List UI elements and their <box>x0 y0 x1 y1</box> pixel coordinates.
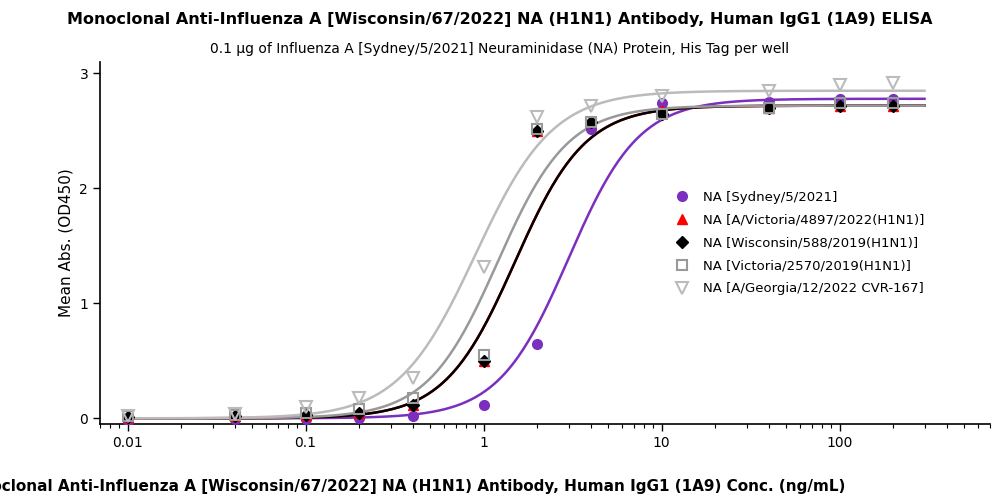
NA [Victoria/2570/2019(H1N1)] <box>834 100 846 106</box>
NA [Victoria/2570/2019(H1N1)] <box>585 119 597 125</box>
NA [A/Georgia/12/2022 CVR-167] <box>763 88 775 94</box>
NA [A/Victoria/4897/2022(H1N1)] <box>887 103 899 109</box>
NA [Sydney/5/2021] <box>478 402 490 408</box>
NA [Wisconsin/588/2019(H1N1)] <box>531 128 543 134</box>
NA [Sydney/5/2021] <box>585 125 597 131</box>
NA [Wisconsin/588/2019(H1N1)] <box>656 111 668 117</box>
NA [Victoria/2570/2019(H1N1)] <box>763 105 775 111</box>
Line: NA [Victoria/2570/2019(H1N1)]: NA [Victoria/2570/2019(H1N1)] <box>123 99 898 421</box>
NA [A/Victoria/4897/2022(H1N1)] <box>300 412 312 418</box>
NA [Wisconsin/588/2019(H1N1)] <box>585 119 597 125</box>
NA [A/Victoria/4897/2022(H1N1)] <box>531 128 543 134</box>
NA [Wisconsin/588/2019(H1N1)] <box>300 412 312 418</box>
NA [Victoria/2570/2019(H1N1)] <box>656 111 668 117</box>
NA [A/Victoria/4897/2022(H1N1)] <box>834 103 846 109</box>
Text: 0.1 μg of Influenza A [Sydney/5/2021] Neuraminidase (NA) Protein, His Tag per we: 0.1 μg of Influenza A [Sydney/5/2021] Ne… <box>210 42 790 56</box>
Line: NA [Sydney/5/2021]: NA [Sydney/5/2021] <box>123 94 898 426</box>
NA [Wisconsin/588/2019(H1N1)] <box>478 358 490 364</box>
Line: NA [Wisconsin/588/2019(H1N1)]: NA [Wisconsin/588/2019(H1N1)] <box>123 102 897 421</box>
NA [A/Victoria/4897/2022(H1N1)] <box>407 402 419 408</box>
NA [A/Georgia/12/2022 CVR-167] <box>300 404 312 410</box>
NA [Wisconsin/588/2019(H1N1)] <box>834 103 846 109</box>
NA [A/Victoria/4897/2022(H1N1)] <box>122 414 134 420</box>
NA [Wisconsin/588/2019(H1N1)] <box>887 103 899 109</box>
NA [Wisconsin/588/2019(H1N1)] <box>353 410 365 416</box>
NA [Victoria/2570/2019(H1N1)] <box>887 100 899 106</box>
NA [Sydney/5/2021] <box>353 415 365 421</box>
Line: NA [A/Georgia/12/2022 CVR-167]: NA [A/Georgia/12/2022 CVR-167] <box>122 77 899 422</box>
NA [A/Georgia/12/2022 CVR-167] <box>887 80 899 86</box>
NA [Sydney/5/2021] <box>407 413 419 419</box>
NA [Sydney/5/2021] <box>531 341 543 347</box>
NA [Sydney/5/2021] <box>763 99 775 105</box>
NA [Wisconsin/588/2019(H1N1)] <box>763 105 775 111</box>
NA [Victoria/2570/2019(H1N1)] <box>229 412 241 418</box>
NA [A/Victoria/4897/2022(H1N1)] <box>656 107 668 113</box>
NA [A/Georgia/12/2022 CVR-167] <box>353 395 365 401</box>
NA [Sydney/5/2021] <box>300 417 312 423</box>
NA [A/Victoria/4897/2022(H1N1)] <box>229 413 241 419</box>
NA [A/Georgia/12/2022 CVR-167] <box>122 413 134 419</box>
NA [Sydney/5/2021] <box>834 96 846 102</box>
NA [Sydney/5/2021] <box>656 100 668 106</box>
NA [A/Georgia/12/2022 CVR-167] <box>229 411 241 417</box>
NA [Victoria/2570/2019(H1N1)] <box>478 352 490 358</box>
NA [Victoria/2570/2019(H1N1)] <box>531 125 543 131</box>
NA [Sydney/5/2021] <box>887 96 899 102</box>
NA [Victoria/2570/2019(H1N1)] <box>300 410 312 416</box>
NA [A/Georgia/12/2022 CVR-167] <box>407 375 419 381</box>
NA [Sydney/5/2021] <box>122 418 134 424</box>
NA [Victoria/2570/2019(H1N1)] <box>407 395 419 401</box>
Legend: NA [Sydney/5/2021], NA [A/Victoria/4897/2022(H1N1)], NA [Wisconsin/588/2019(H1N1: NA [Sydney/5/2021], NA [A/Victoria/4897/… <box>667 191 924 295</box>
NA [Victoria/2570/2019(H1N1)] <box>122 413 134 419</box>
NA [A/Victoria/4897/2022(H1N1)] <box>478 358 490 364</box>
NA [A/Georgia/12/2022 CVR-167] <box>531 114 543 120</box>
Line: NA [A/Victoria/4897/2022(H1N1)]: NA [A/Victoria/4897/2022(H1N1)] <box>123 101 898 422</box>
NA [Wisconsin/588/2019(H1N1)] <box>122 414 134 420</box>
NA [Wisconsin/588/2019(H1N1)] <box>407 402 419 408</box>
NA [A/Victoria/4897/2022(H1N1)] <box>763 105 775 111</box>
NA [Wisconsin/588/2019(H1N1)] <box>229 413 241 419</box>
NA [Victoria/2570/2019(H1N1)] <box>353 406 365 412</box>
NA [A/Georgia/12/2022 CVR-167] <box>656 94 668 100</box>
NA [A/Georgia/12/2022 CVR-167] <box>478 264 490 270</box>
NA [A/Victoria/4897/2022(H1N1)] <box>353 410 365 416</box>
NA [A/Victoria/4897/2022(H1N1)] <box>585 119 597 125</box>
NA [Sydney/5/2021] <box>229 417 241 423</box>
NA [A/Georgia/12/2022 CVR-167] <box>585 103 597 109</box>
Text: Monoclonal Anti-Influenza A [Wisconsin/67/2022] NA (H1N1) Antibody, Human IgG1 (: Monoclonal Anti-Influenza A [Wisconsin/6… <box>0 479 845 494</box>
Text: Monoclonal Anti-Influenza A [Wisconsin/67/2022] NA (H1N1) Antibody, Human IgG1 (: Monoclonal Anti-Influenza A [Wisconsin/6… <box>67 12 933 27</box>
Y-axis label: Mean Abs. (OD450): Mean Abs. (OD450) <box>59 169 74 317</box>
NA [A/Georgia/12/2022 CVR-167] <box>834 82 846 88</box>
